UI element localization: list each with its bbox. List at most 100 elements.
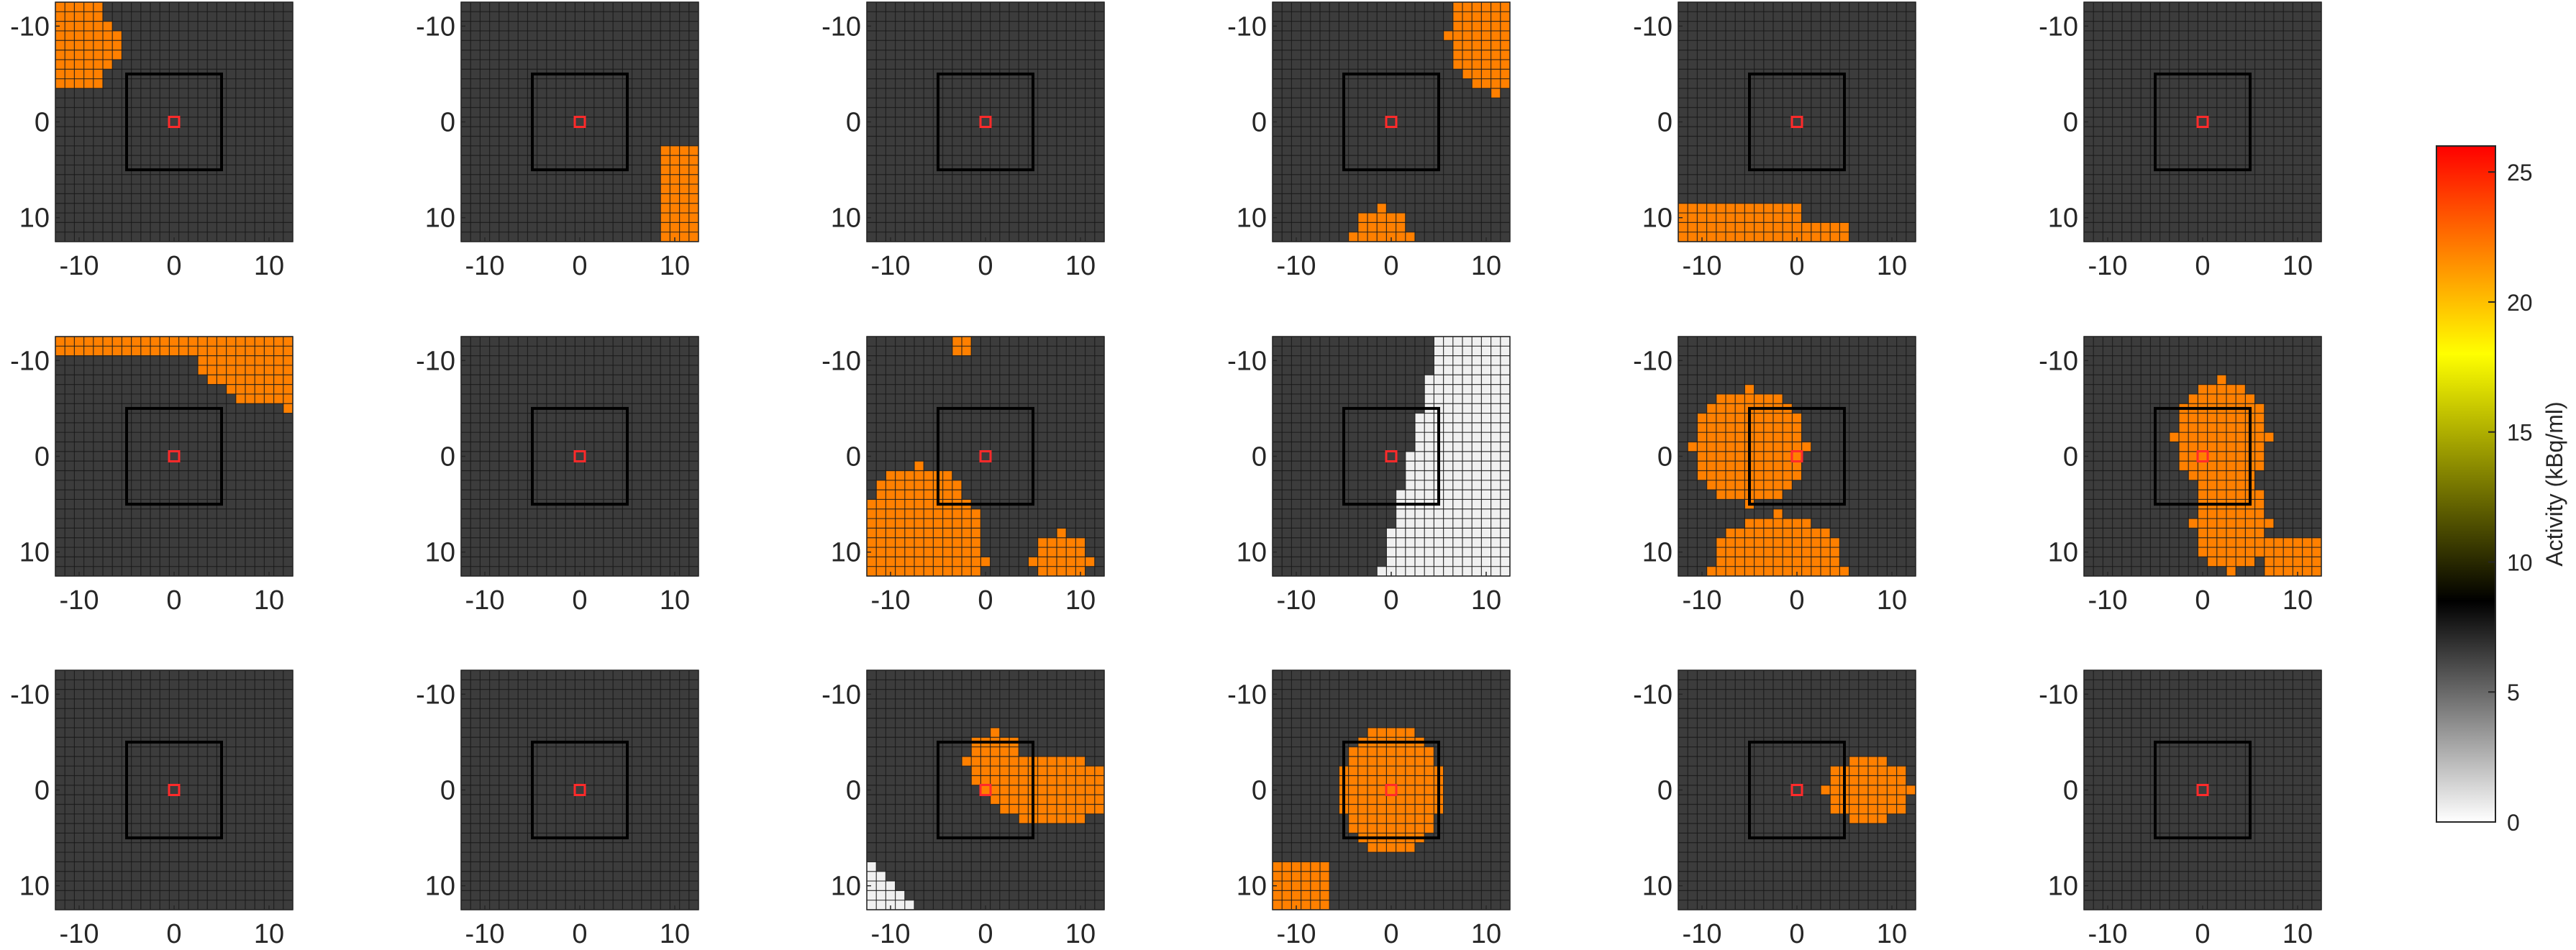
heatmap-cell <box>1094 107 1105 118</box>
heatmap-cell <box>670 403 680 414</box>
heatmap-cell <box>2311 232 2322 242</box>
heatmap-cell <box>2283 98 2293 108</box>
heatmap-cell <box>2283 155 2293 165</box>
heatmap-cell <box>1887 174 1897 185</box>
heatmap-cell <box>1878 145 1888 156</box>
heatmap-cell <box>1744 12 1754 22</box>
heatmap-cell <box>660 222 670 232</box>
heatmap-cell <box>1773 2 1783 12</box>
heatmap-cell <box>1697 21 1707 32</box>
heatmap-cell <box>1405 12 1416 22</box>
heatmap-cell <box>226 393 237 404</box>
heatmap-cell <box>509 337 519 347</box>
heatmap-cell <box>480 203 490 214</box>
heatmap-cell <box>593 107 604 118</box>
roi-square <box>937 72 1034 172</box>
heatmap-cell <box>235 422 246 433</box>
heatmap-cell <box>178 451 189 462</box>
heatmap-cell <box>169 519 179 529</box>
heatmap-cell <box>2188 184 2198 194</box>
heatmap-cell <box>546 461 557 471</box>
heatmap-cell <box>1452 193 1463 204</box>
heatmap-cell <box>255 442 265 452</box>
heatmap-cell <box>2131 78 2142 89</box>
heatmap-cell <box>1348 193 1359 204</box>
heatmap-cell <box>1443 12 1454 22</box>
heatmap-cell <box>1075 12 1086 22</box>
heatmap-cell <box>122 346 132 356</box>
heatmap-cell <box>1367 155 1378 165</box>
heatmap-cell <box>1452 155 1463 165</box>
heatmap-cell <box>122 193 132 204</box>
heatmap-cell <box>2245 50 2255 60</box>
heatmap-cell <box>140 461 151 471</box>
heatmap-cell <box>2188 12 2198 22</box>
heatmap-cell <box>1462 107 1473 118</box>
heatmap-cell <box>1792 136 1802 147</box>
heatmap-cell <box>1801 21 1812 32</box>
heatmap-cell <box>140 413 151 424</box>
heatmap-cell <box>1396 136 1406 147</box>
heatmap-cell <box>1716 127 1726 137</box>
heatmap-cell <box>980 232 991 242</box>
heatmap-cell <box>2254 40 2265 50</box>
heatmap-cell <box>604 346 614 356</box>
heatmap-cell <box>1754 30 1765 41</box>
heatmap-cell <box>235 165 246 175</box>
heatmap-cell <box>622 184 632 194</box>
heatmap-cell <box>1887 21 1897 32</box>
heatmap-cell <box>584 337 595 347</box>
heatmap-cell <box>150 40 160 50</box>
heatmap-cell <box>235 40 246 50</box>
heatmap-cell <box>283 127 293 137</box>
heatmap-cell <box>122 547 132 557</box>
heatmap-cell <box>904 2 915 12</box>
heatmap-cell <box>470 78 481 89</box>
heatmap-cell <box>1357 78 1368 89</box>
heatmap-cell <box>1500 98 1511 108</box>
heatmap-cell <box>150 355 160 366</box>
heatmap-cell <box>537 508 547 519</box>
heatmap-cell <box>1811 59 1821 70</box>
heatmap-cell <box>518 490 528 500</box>
heatmap-cell <box>255 519 265 529</box>
heatmap-cell <box>178 346 189 356</box>
heatmap-cell <box>198 203 208 214</box>
heatmap-cell <box>527 365 537 375</box>
heatmap-cell <box>1763 40 1774 50</box>
heatmap-cell <box>1037 203 1048 214</box>
heatmap-cell <box>1678 78 1688 89</box>
heatmap-cell <box>2207 98 2218 108</box>
heatmap-cell <box>952 127 962 137</box>
heatmap-cell <box>632 69 642 79</box>
heatmap-cell <box>952 155 962 165</box>
heatmap-cell <box>1066 2 1076 12</box>
heatmap-cell <box>74 50 84 60</box>
heatmap-cell <box>1273 12 1283 22</box>
heatmap-cell <box>2198 40 2208 50</box>
heatmap-cell <box>140 98 151 108</box>
heatmap-cell <box>1792 30 1802 41</box>
heatmap-cell <box>198 78 208 89</box>
heatmap-cell <box>1726 117 1736 127</box>
heatmap-cell <box>74 432 84 442</box>
heatmap-cell <box>527 174 537 185</box>
heatmap-cell <box>1424 21 1434 32</box>
heatmap-cell <box>178 470 189 481</box>
x-tick-label: -10 <box>60 585 99 616</box>
heatmap-cell <box>962 232 972 242</box>
heatmap-cell <box>150 98 160 108</box>
heatmap-cell <box>1878 222 1888 232</box>
heatmap-cell <box>2283 127 2293 137</box>
heatmap-cell <box>207 470 217 481</box>
heatmap-cell <box>1057 40 1067 50</box>
heatmap-cell <box>1726 136 1736 147</box>
heatmap-cell <box>1066 21 1076 32</box>
heatmap-cell <box>942 21 953 32</box>
heatmap-cell <box>55 393 65 404</box>
heatmap-cell <box>1357 98 1368 108</box>
heatmap-cell <box>867 40 877 50</box>
heatmap-cell <box>518 461 528 471</box>
heatmap-cell <box>952 213 962 223</box>
heatmap-cell <box>2216 59 2227 70</box>
